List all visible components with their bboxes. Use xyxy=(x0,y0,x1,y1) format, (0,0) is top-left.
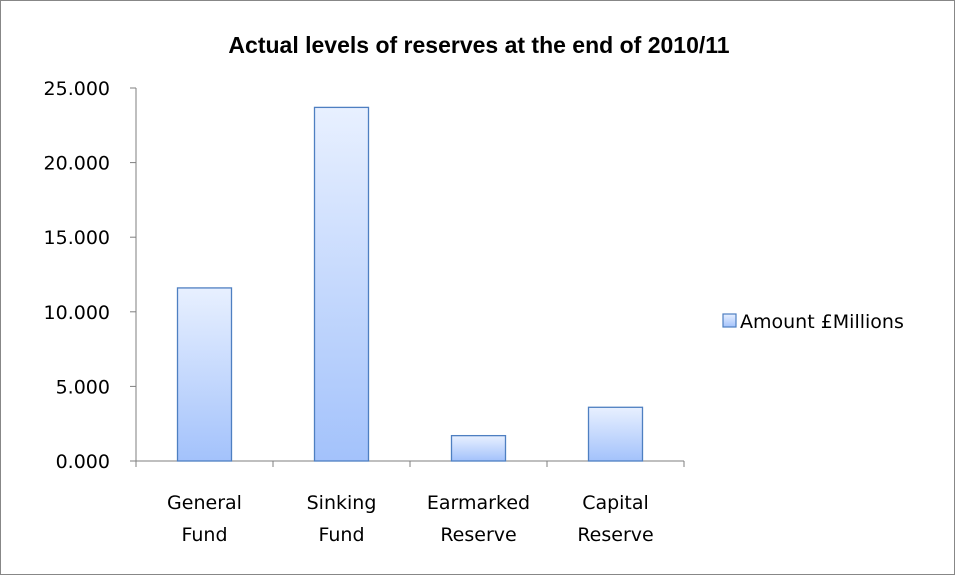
y-tick-label: 10.000 xyxy=(44,302,110,324)
x-category-label: Earmarked Reserve xyxy=(427,492,530,546)
legend: Amount £Millions xyxy=(723,311,904,333)
plot-area: 0.000 5.000 10.000 15.000 20.000 25.000 Genera… xyxy=(44,78,684,546)
bar xyxy=(178,288,232,461)
y-tick-label: 15.000 xyxy=(44,227,110,249)
y-tick-label: 20.000 xyxy=(44,153,110,175)
legend-label: Amount £Millions xyxy=(740,311,904,333)
x-category-label: Capital Reserve xyxy=(577,492,653,546)
bar xyxy=(589,407,643,461)
bar xyxy=(452,436,506,461)
legend-swatch xyxy=(723,314,736,327)
x-category-label: Sinking Fund xyxy=(307,492,377,546)
y-tick-label: 25.000 xyxy=(44,78,110,100)
x-category-label: General Fund xyxy=(167,492,242,546)
chart-title: Actual levels of reserves at the end of … xyxy=(228,32,729,58)
bar xyxy=(315,107,369,461)
y-tick-label: 5.000 xyxy=(56,376,110,398)
y-tick-label: 0.000 xyxy=(56,451,110,473)
